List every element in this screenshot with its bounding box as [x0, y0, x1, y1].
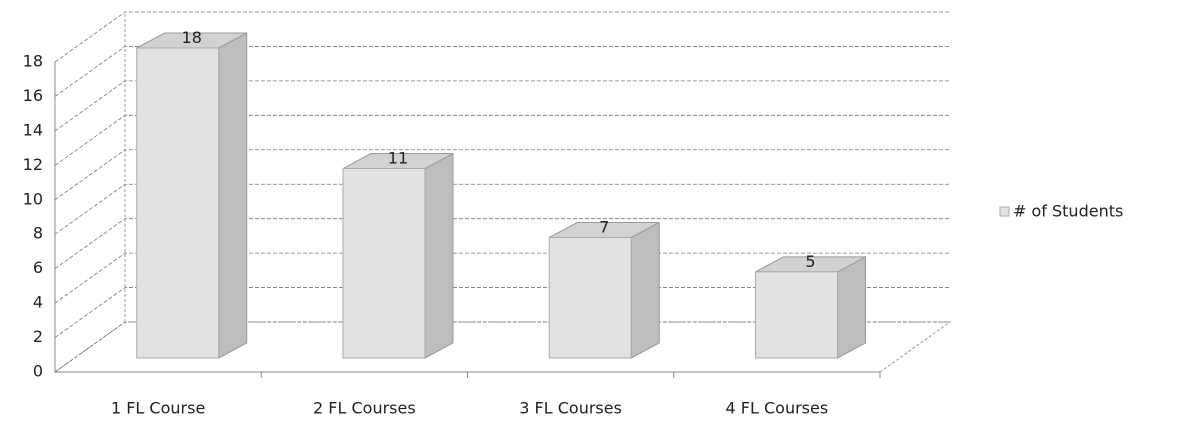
legend-label: # of Students	[1013, 202, 1123, 221]
legend-swatch	[999, 206, 1010, 217]
bar-side	[836, 256, 866, 359]
bar	[548, 236, 632, 359]
x-tick-label: 4 FL Courses	[726, 399, 829, 418]
grid-line	[54, 218, 950, 269]
x-tick-label: 1 FL Course	[111, 399, 205, 418]
grid-line	[54, 11, 950, 63]
y-tick-label: 2	[33, 327, 43, 346]
bar-side	[630, 221, 660, 359]
data-label: 18	[182, 28, 202, 47]
grid-line	[54, 287, 950, 338]
bar-side	[218, 32, 248, 359]
y-tick-label: 10	[23, 189, 43, 208]
grid-line	[54, 252, 950, 304]
data-label: 7	[599, 217, 609, 236]
y-tick-label: 4	[33, 293, 43, 312]
bar	[754, 271, 838, 359]
bar	[342, 168, 426, 359]
data-label: 11	[388, 149, 408, 168]
y-tick-label: 18	[23, 52, 43, 71]
x-tick-label: 2 FL Courses	[313, 399, 416, 418]
bar-side	[424, 152, 454, 359]
y-tick-label: 14	[23, 120, 43, 139]
data-label: 5	[805, 252, 815, 271]
y-tick-label: 12	[23, 155, 43, 174]
y-tick-label: 16	[23, 86, 43, 105]
x-tick-label: 3 FL Courses	[519, 399, 622, 418]
y-tick-label: 0	[33, 362, 43, 381]
bar	[136, 47, 220, 359]
y-tick-label: 8	[33, 224, 43, 243]
y-tick-label: 6	[33, 258, 43, 277]
